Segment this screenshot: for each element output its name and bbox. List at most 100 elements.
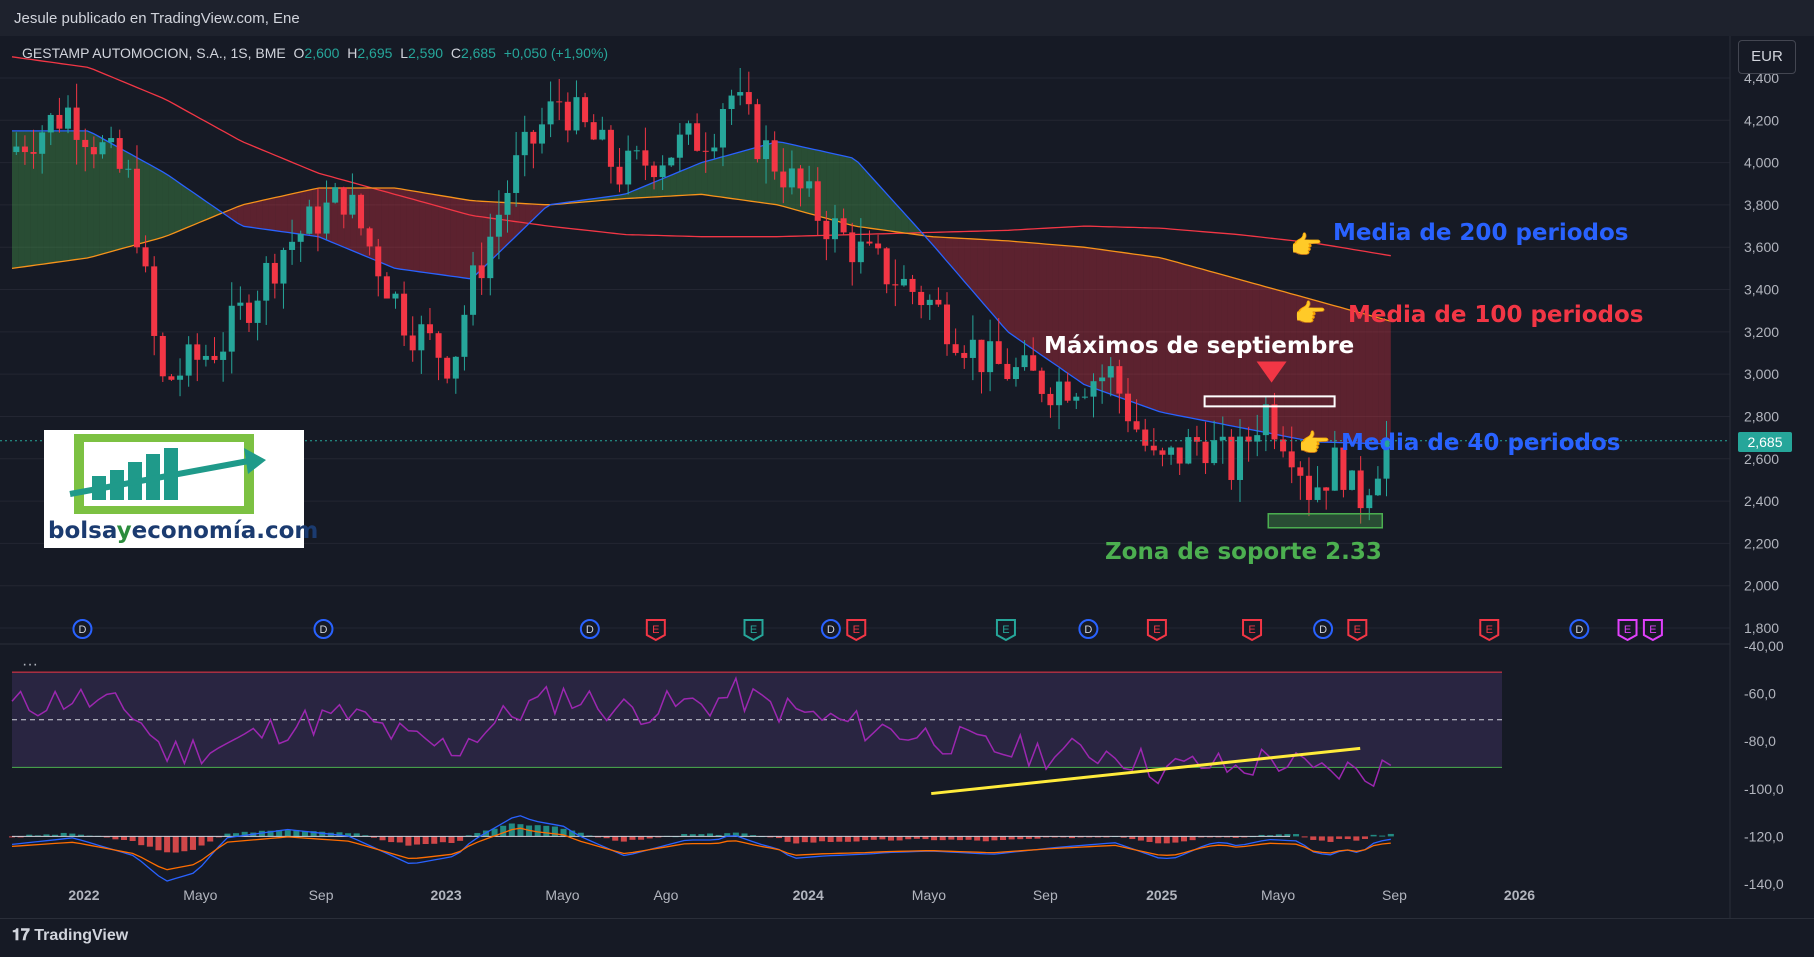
y-tick-label: 2,200	[1744, 535, 1779, 551]
ma-cloud-bull	[732, 152, 740, 200]
macd-histogram-bar	[534, 825, 541, 837]
macd-histogram-bar	[956, 836, 963, 841]
macd-histogram-bar	[138, 836, 145, 846]
earnings-event-letter: E	[1486, 624, 1493, 636]
ma-cloud-bear	[1240, 279, 1247, 429]
candle-down	[142, 247, 149, 267]
macd-histogram-bar	[198, 836, 205, 846]
macd-histogram-bar	[620, 836, 627, 842]
ma-cloud-bear	[1146, 255, 1153, 410]
macd-histogram-bar	[862, 836, 869, 841]
ma-cloud-bear	[1215, 272, 1222, 424]
ma-cloud-bear	[1365, 314, 1373, 444]
candle-up	[1056, 381, 1063, 406]
ma-cloud-bear	[281, 194, 288, 233]
bolsayeconomia-logo: bolsayeconomía.com	[44, 430, 318, 548]
macd-histogram-bar	[52, 834, 59, 837]
macd-histogram-bar	[1327, 836, 1334, 842]
candle-down	[1193, 437, 1200, 442]
candle-down	[961, 352, 968, 358]
ma-cloud-bull	[62, 130, 69, 262]
candle-up	[831, 218, 839, 240]
candle-down	[935, 299, 942, 305]
annotation-ma100: Media de 100 periodos	[1348, 302, 1644, 328]
macd-histogram-bar	[948, 836, 955, 840]
macd-histogram-bar	[543, 825, 550, 837]
low-value: 2,590	[407, 45, 444, 61]
candle-down	[1297, 467, 1304, 476]
macd-histogram-bar	[379, 836, 386, 841]
indicator-menu-icon[interactable]: ···	[22, 656, 38, 673]
macd-histogram-bar	[172, 836, 179, 853]
macd-histogram-bar	[896, 836, 903, 841]
macd-histogram-bar	[1387, 833, 1394, 837]
y-tick-label: 4,000	[1744, 155, 1779, 171]
currency-button[interactable]: EUR	[1738, 40, 1796, 74]
ma-cloud-bear	[1284, 291, 1291, 438]
candle-up	[452, 356, 459, 379]
ma-cloud-bear	[1027, 242, 1034, 350]
dividend-event-letter: D	[78, 624, 86, 636]
candle-down	[1116, 366, 1123, 394]
y-tick-label: 3,400	[1744, 282, 1779, 298]
ma-cloud-bull	[739, 150, 746, 201]
macd-histogram-bar	[612, 836, 619, 841]
macd-histogram-bar	[638, 836, 645, 840]
dividend-event-letter: D	[827, 624, 835, 636]
ma-cloud-bear	[256, 200, 263, 229]
candle-down	[1004, 363, 1011, 380]
x-tick-label: 2023	[430, 887, 461, 903]
ma-cloud-bear	[1096, 248, 1103, 392]
candle-up	[900, 278, 907, 286]
candle-down	[590, 122, 597, 140]
price-chart-svg[interactable]: 4,400 4,200 4,000 3,800 3,600 3,400 3,200 3,000…	[0, 36, 1814, 918]
ma-cloud-bear	[977, 239, 984, 304]
pointing-hand-icon: 👉	[1294, 298, 1327, 328]
macd-histogram-bar	[1137, 836, 1144, 841]
ma-cloud-bear	[1359, 312, 1366, 444]
ma-cloud-bear	[268, 197, 276, 231]
rsi-line	[11, 676, 1392, 788]
y-tick-label: 4,400	[1744, 70, 1779, 86]
ma-cloud-bear	[250, 201, 257, 229]
logo-graphic	[69, 434, 266, 514]
candle-down	[840, 218, 847, 233]
annotation-ma200: Media de 200 periodos	[1333, 220, 1629, 246]
ma-cloud-bull	[864, 169, 871, 229]
candle-up	[392, 293, 399, 299]
chart-area[interactable]: 4,400 4,200 4,000 3,800 3,600 3,400 3,200 3,000…	[0, 36, 1814, 918]
candle-up	[504, 192, 511, 215]
candle-down	[918, 291, 925, 306]
ma-cloud-bear	[463, 199, 470, 279]
dividend-event-icon	[313, 619, 334, 639]
ma-cloud-bull	[876, 183, 884, 231]
candle-up	[857, 241, 864, 263]
candle-up	[1349, 470, 1356, 490]
ma-cloud-bear	[1077, 246, 1084, 385]
macd-histogram-bar	[1129, 836, 1136, 840]
candle-down	[694, 123, 701, 151]
macd-histogram-bar	[1310, 836, 1317, 840]
candle-up	[1219, 436, 1226, 441]
ma-cloud-bear	[287, 193, 295, 234]
macd-histogram-bar	[629, 836, 636, 840]
ma-cloud-bull	[124, 150, 132, 248]
symbol-name: GESTAMP AUTOMOCION, S.A., 1S, BME	[22, 45, 286, 61]
candle-down	[401, 293, 408, 336]
candle-up	[487, 236, 494, 279]
macd-histogram-bar	[414, 836, 421, 845]
candle-down	[366, 228, 373, 247]
macd-histogram-bar	[1379, 835, 1386, 837]
tradingview-logo[interactable]: 𝟏𝟕 TradingView	[12, 927, 128, 945]
macd-histogram-bar	[775, 836, 782, 839]
ma-cloud-bull	[93, 133, 100, 257]
candle-up	[538, 124, 546, 144]
ma-cloud-bear	[1340, 307, 1347, 443]
ma-cloud-bear	[1083, 247, 1090, 387]
ma-cloud-bear	[1046, 244, 1053, 363]
ma-cloud-bear	[525, 203, 533, 227]
ma-cloud-bear	[1058, 245, 1065, 372]
dividend-event-letter: D	[586, 624, 594, 636]
candle-down	[1305, 475, 1312, 500]
ma-cloud-bull	[776, 141, 783, 207]
